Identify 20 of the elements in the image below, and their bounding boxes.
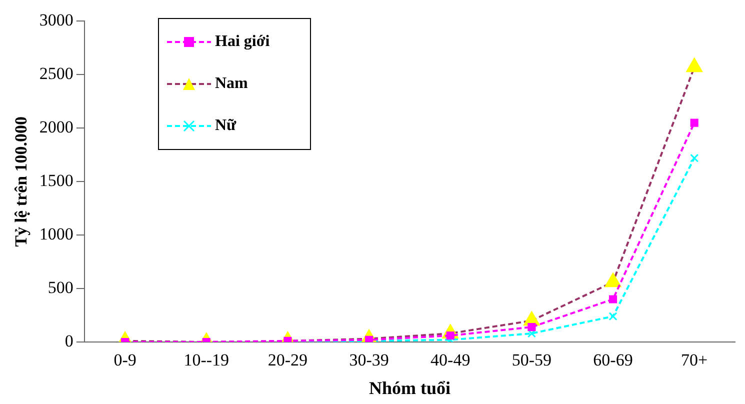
y-tick-label: 1000: [39, 224, 74, 244]
x-tick-label: 10--19: [184, 350, 230, 370]
legend-label: Nữ: [215, 117, 236, 135]
x-tick-label: 0-9: [114, 350, 136, 370]
x-axis-title: Nhóm tuổi: [368, 378, 450, 398]
x-tick-label: 50-59: [512, 350, 552, 370]
y-tick-label: 2000: [39, 118, 74, 137]
x-tick-label: 60-69: [593, 350, 633, 370]
x-tick-label: 30-39: [349, 350, 389, 370]
y-tick-label: 0: [64, 331, 74, 350]
y-tick-label: 1500: [39, 171, 74, 190]
y-tick-label: 2500: [39, 64, 74, 84]
y-tick-label: 500: [48, 278, 74, 297]
x-tick-label: 40-49: [430, 350, 470, 370]
x-tick-label: 20-29: [268, 350, 308, 370]
y-tick-label: 3000: [39, 10, 74, 30]
x-tick-label: 70+: [681, 350, 708, 370]
y-axis-title: Tỷ lệ trên 100.000: [12, 116, 31, 247]
legend-label: Nam: [215, 75, 248, 93]
legend-label: Hai giới: [215, 33, 270, 51]
